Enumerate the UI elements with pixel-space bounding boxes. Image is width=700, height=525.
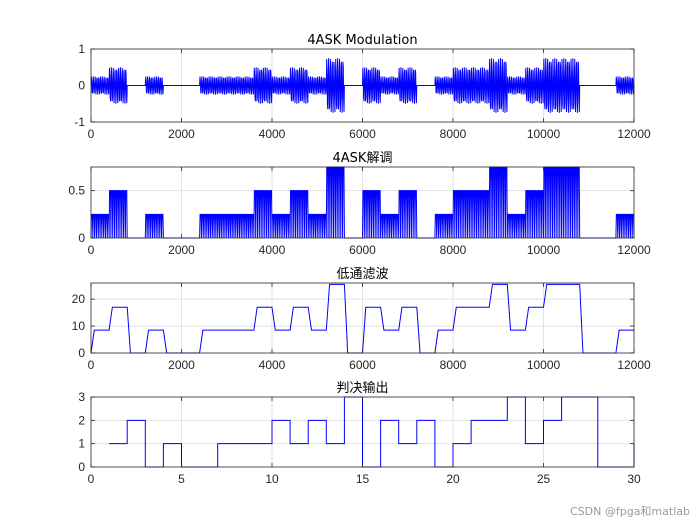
- x-tick-label: 4000: [259, 127, 286, 141]
- y-tick-label: 0: [78, 460, 85, 474]
- x-tick-label: 0: [88, 127, 95, 141]
- y-tick-label: 0.5: [68, 184, 85, 198]
- y-tick-label: -1: [74, 115, 85, 129]
- x-tick-label: 0: [88, 358, 95, 372]
- x-tick-label: 30: [627, 472, 641, 486]
- x-tick-label: 0: [88, 243, 95, 257]
- x-tick-label: 2000: [168, 358, 195, 372]
- chart-title: 低通滤波: [336, 267, 388, 282]
- x-tick-label: 6000: [349, 243, 376, 257]
- chart-3: 0 2000 4000 6000 8000 10000 12000 0 10 20 低通滤波: [72, 267, 651, 372]
- y-tick-label: 0: [78, 79, 85, 93]
- x-tick-label: 15: [356, 472, 370, 486]
- chart-2: 0 2000 4000 6000 8000 10000 12000 0 0.5 4ASK解调: [68, 151, 651, 257]
- x-tick-label: 6000: [349, 127, 376, 141]
- x-tick-label: 4000: [259, 243, 286, 257]
- y-tick-label: 1: [78, 437, 85, 451]
- x-tick-label: 10: [265, 472, 279, 486]
- y-tick-label: 20: [72, 292, 86, 306]
- y-tick-label: 0: [78, 346, 85, 360]
- watermark-text: CSDN @fpga和matlab: [570, 505, 690, 518]
- y-tick-label: 3: [78, 390, 85, 404]
- chart-title: 4ASK Modulation: [307, 33, 417, 48]
- y-tick-label: 0: [78, 231, 85, 245]
- x-tick-label: 12000: [617, 358, 651, 372]
- chart-title: 4ASK解调: [333, 151, 393, 166]
- x-tick-label: 10000: [527, 127, 561, 141]
- y-tick-label: 2: [78, 413, 85, 427]
- y-tick-label: 1: [78, 42, 85, 56]
- x-tick-label: 25: [537, 472, 551, 486]
- x-tick-label: 12000: [617, 243, 651, 257]
- x-tick-label: 12000: [617, 127, 651, 141]
- series-line: [90, 58, 635, 113]
- x-tick-label: 5: [178, 472, 185, 486]
- series-line: [109, 396, 635, 468]
- x-tick-label: 4000: [259, 358, 286, 372]
- chart-4: 0 5 10 15 20 25 30 0 1 2 3 判决输出: [78, 380, 641, 486]
- x-tick-label: 6000: [349, 358, 376, 372]
- x-tick-label: 2000: [168, 243, 195, 257]
- x-tick-label: 0: [88, 472, 95, 486]
- x-tick-label: 10000: [527, 358, 561, 372]
- chart-title: 判决输出: [336, 380, 388, 396]
- x-tick-label: 2000: [168, 127, 195, 141]
- y-tick-label: 10: [72, 319, 86, 333]
- x-tick-label: 10000: [527, 243, 561, 257]
- x-tick-label: 20: [446, 472, 460, 486]
- x-tick-label: 8000: [440, 358, 467, 372]
- x-tick-label: 8000: [440, 243, 467, 257]
- x-tick-label: 8000: [440, 127, 467, 141]
